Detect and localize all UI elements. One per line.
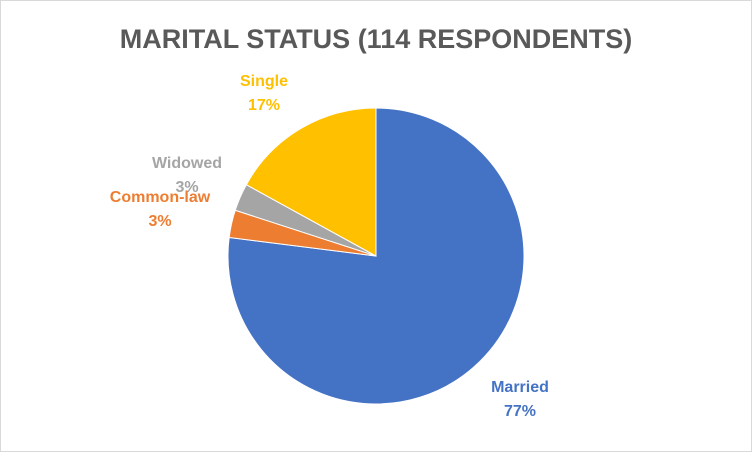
slice-value-label: 3%	[175, 179, 198, 196]
slice-category-label: Common-law	[110, 189, 211, 206]
pie-slice	[245, 107, 377, 257]
slice-category-label: Single	[240, 73, 288, 90]
chart-title: MARITAL STATUS (114 RESPONDENTS)	[120, 24, 633, 54]
slice-category-label: Married	[491, 379, 549, 396]
slice-value-label: 17%	[248, 97, 280, 114]
slice-value-label: 3%	[148, 213, 171, 230]
slice-category-label: Widowed	[152, 155, 222, 172]
slice-value-label: 77%	[504, 403, 536, 420]
